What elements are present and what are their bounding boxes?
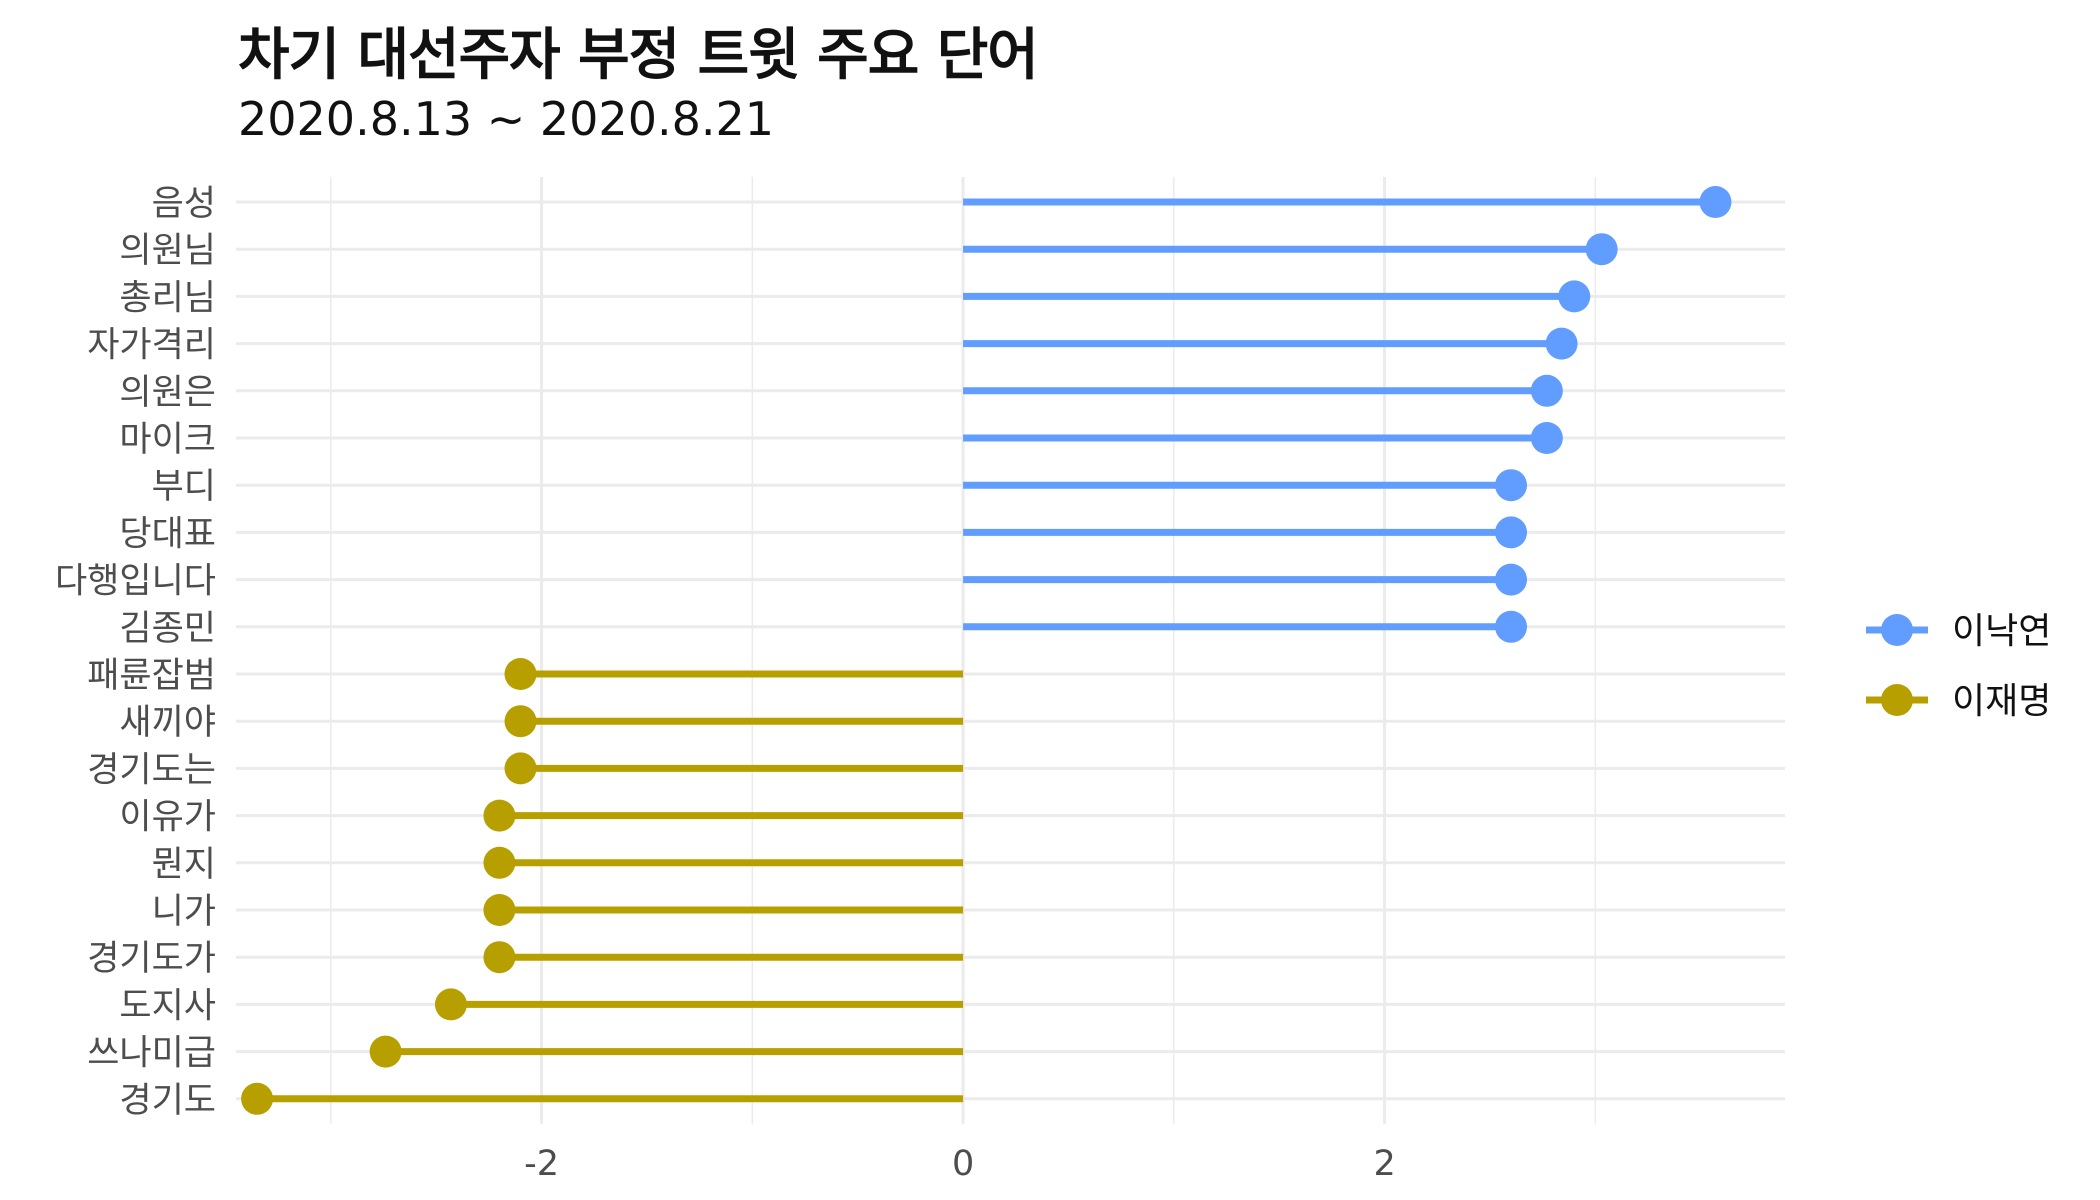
- legend-key-dot: [1881, 614, 1913, 646]
- lollipop-dot: [434, 988, 467, 1021]
- lollipop-dot: [1530, 422, 1563, 454]
- lollipop-dot: [1495, 516, 1528, 549]
- y-tick-label: 패륜잡범: [87, 656, 216, 696]
- legend-item: 이재명: [1866, 681, 2051, 722]
- lollipop-dot: [241, 1082, 274, 1115]
- lollipop-dot: [483, 894, 516, 926]
- legend-item: 이낙연: [1866, 611, 2051, 652]
- y-tick-label: 자가격리: [87, 326, 216, 366]
- lollipop-dot: [1585, 233, 1618, 266]
- y-tick-label: 김종민: [119, 609, 216, 649]
- y-tick-label: 뭔지: [152, 845, 216, 885]
- x-tick-label: 0: [952, 1144, 974, 1184]
- lollipop-dot: [369, 1035, 402, 1068]
- lollipop-dot: [483, 799, 516, 832]
- chart-title: 차기 대선주자 부정 트윗 주요 단어: [238, 23, 1039, 88]
- lollipop-dots: [241, 186, 1732, 1115]
- y-tick-label: 마이크: [119, 420, 216, 460]
- lollipop-dot: [1699, 186, 1732, 218]
- y-tick-label: 니가: [152, 892, 216, 932]
- lollipop-stems: [257, 198, 1716, 1103]
- x-tick-label: -2: [524, 1144, 559, 1184]
- lollipop-dot: [1495, 610, 1528, 643]
- y-tick-label: 쓰나미급: [87, 1034, 216, 1074]
- lollipop-dot: [1545, 327, 1578, 360]
- y-tick-label: 당대표: [119, 514, 216, 554]
- y-tick-label: 총리님: [119, 278, 216, 318]
- y-tick-label: 음성: [152, 184, 216, 224]
- y-tick-label: 경기도는: [87, 750, 216, 790]
- legend-key-dot: [1881, 684, 1913, 716]
- y-tick-label: 경기도: [119, 1081, 216, 1121]
- x-tick-label: 2: [1373, 1144, 1395, 1184]
- grid-lines: [236, 177, 1785, 1124]
- y-tick-label: 의원은: [119, 373, 216, 413]
- lollipop-dot: [1495, 469, 1528, 502]
- lollipop-dot: [504, 705, 537, 738]
- y-tick-labels: 음성의원님총리님자가격리의원은마이크부디당대표다행입니다김종민패륜잡범새끼야경기…: [55, 184, 216, 1121]
- y-tick-label: 새끼야: [119, 703, 216, 743]
- y-tick-label: 의원님: [119, 231, 216, 271]
- x-tick-labels: -2 0 2: [524, 1144, 1396, 1184]
- lollipop-dot: [1558, 280, 1591, 313]
- lollipop-dot: [483, 941, 516, 974]
- y-tick-label: 경기도가: [87, 939, 216, 979]
- lollipop-dot: [504, 658, 537, 690]
- y-tick-label: 부디: [152, 467, 216, 507]
- chart-subtitle: 2020.8.13 ~ 2020.8.21: [238, 92, 775, 146]
- legend-label: 이재명: [1952, 681, 2051, 722]
- legend-label: 이낙연: [1952, 611, 2051, 652]
- lollipop-dot: [1495, 563, 1528, 596]
- y-tick-label: 이유가: [119, 798, 216, 838]
- y-tick-label: 다행입니다: [55, 562, 216, 602]
- lollipop-dot: [1530, 374, 1563, 407]
- y-tick-label: 도지사: [119, 986, 216, 1026]
- lollipop-dot: [504, 752, 537, 785]
- lollipop-dot: [483, 846, 516, 879]
